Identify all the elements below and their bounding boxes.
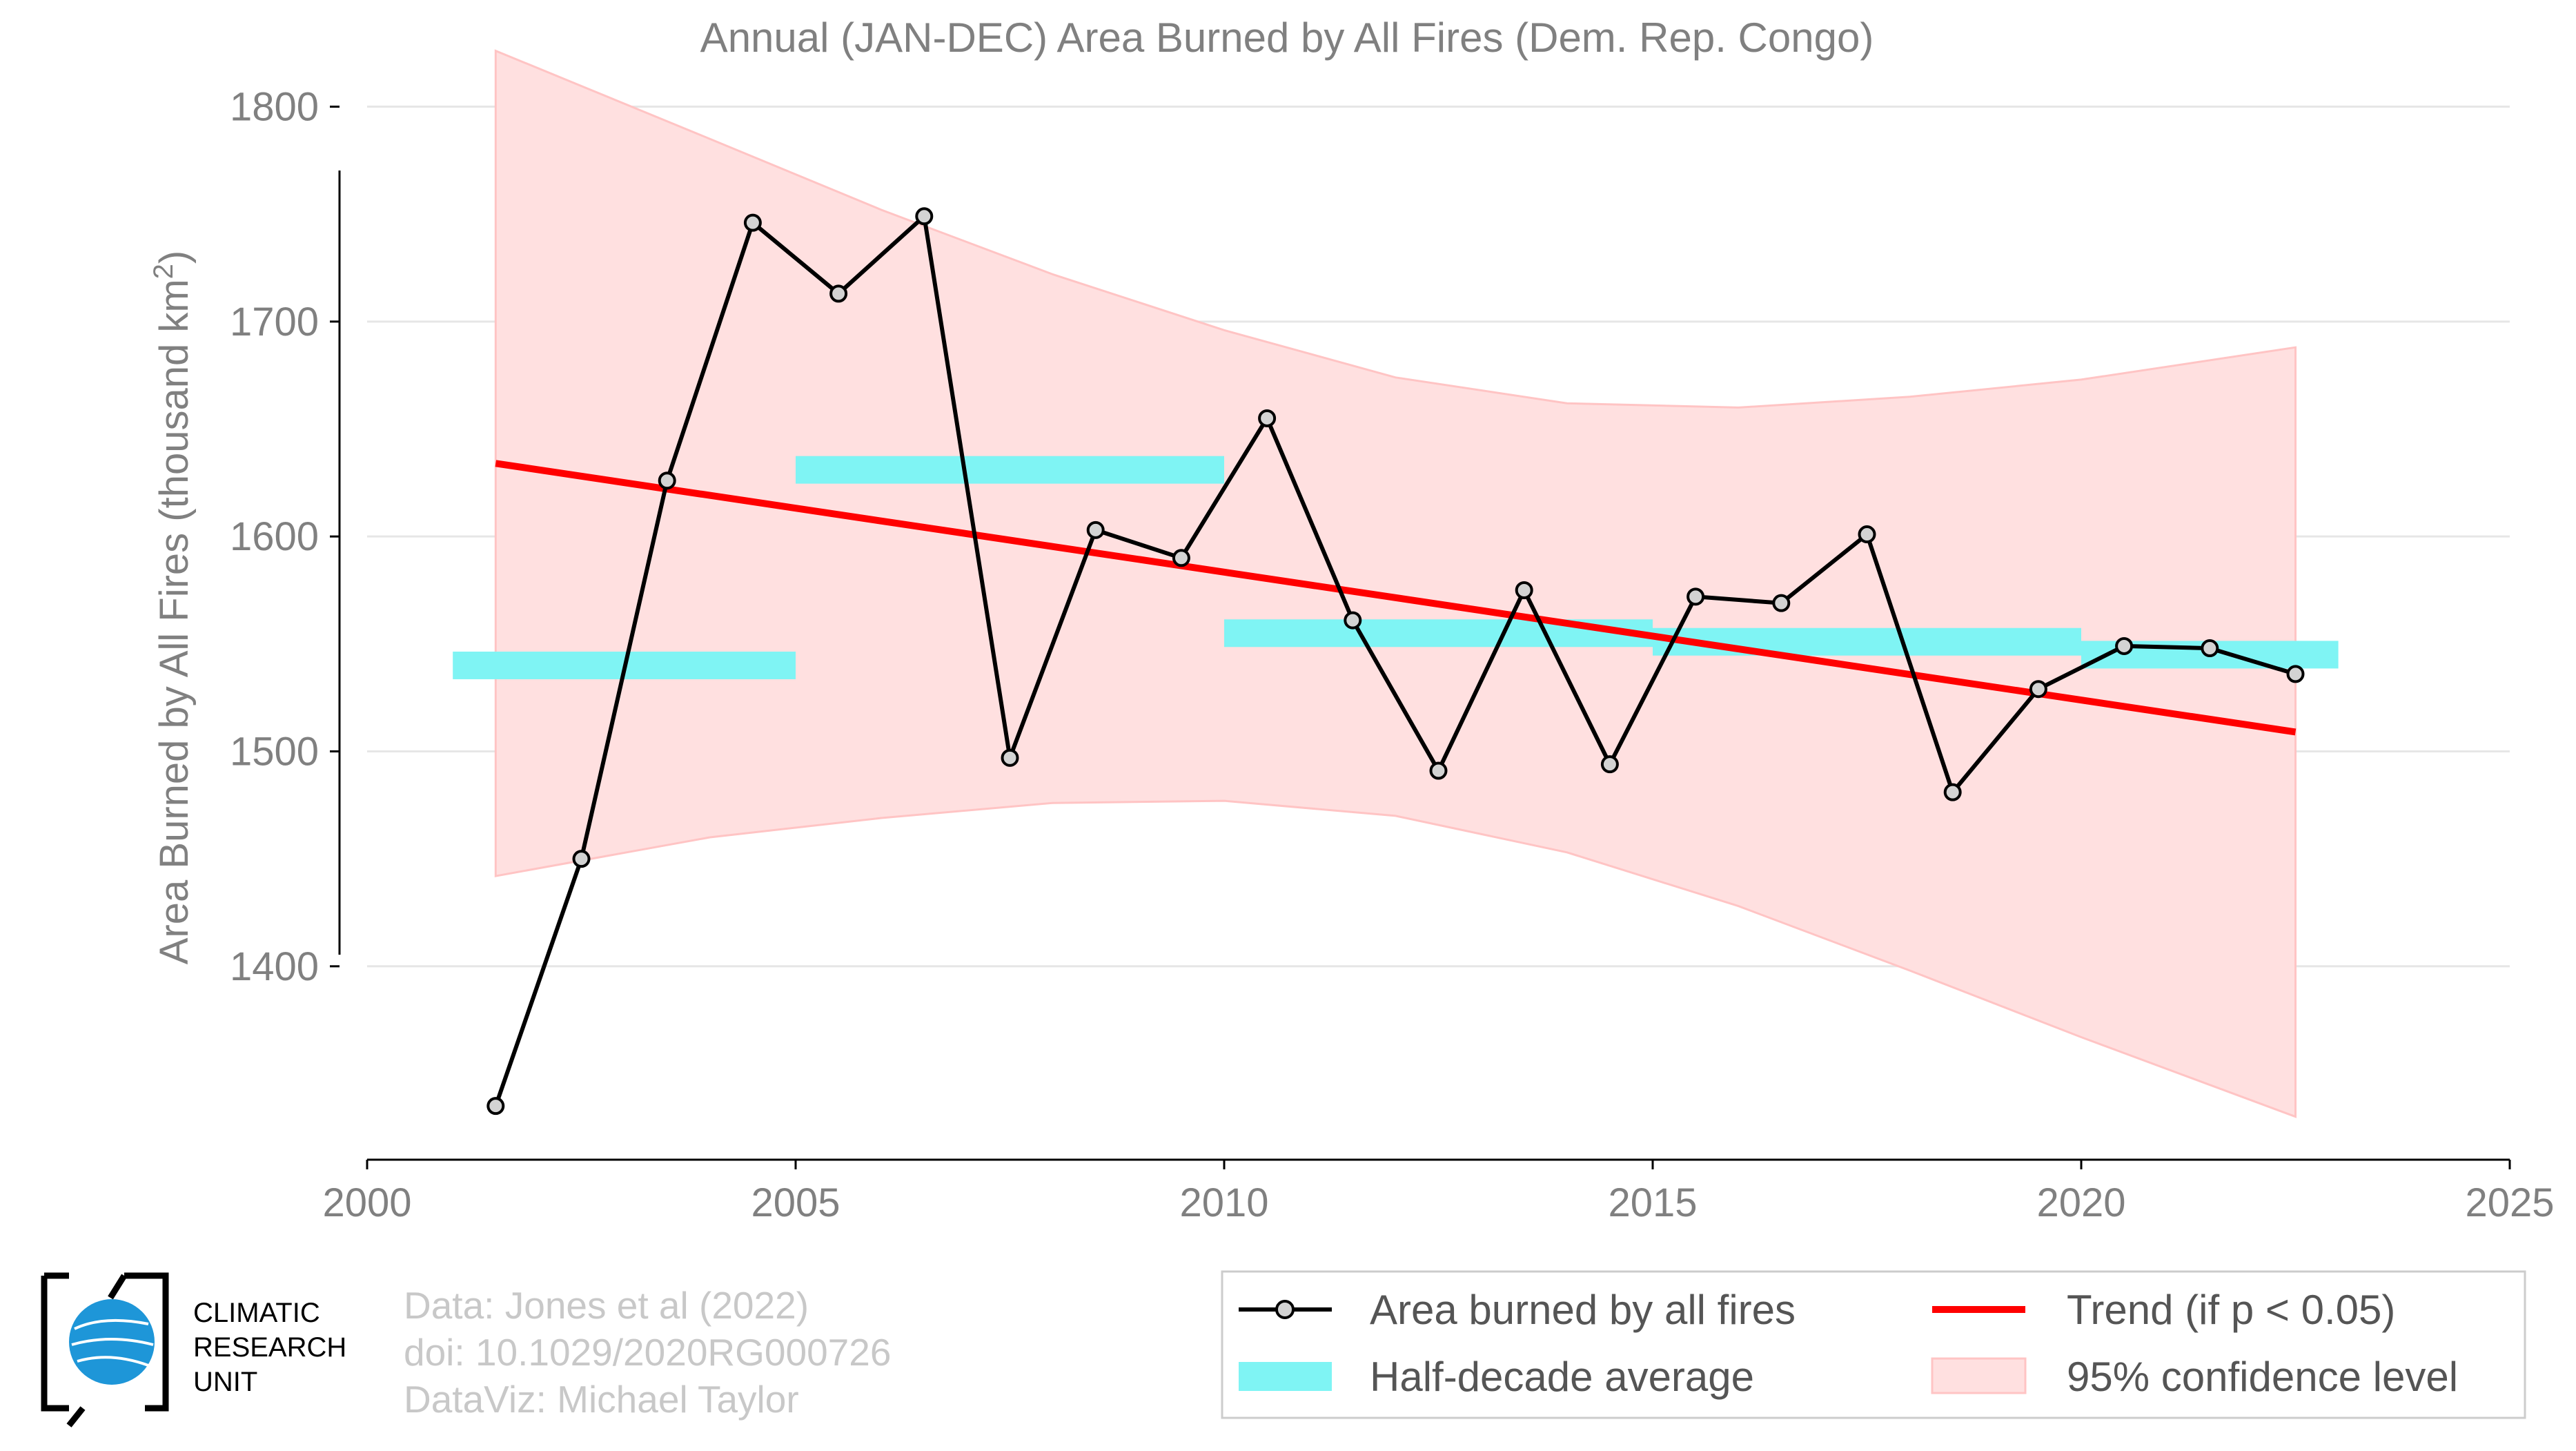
y-tick-label-1400: 1400: [230, 944, 319, 989]
data-point-8: [1086, 520, 1105, 539]
logo-frame: [41, 1272, 169, 1428]
data-point-12: [1429, 761, 1448, 780]
data-point-17: [1858, 525, 1876, 544]
data-point-2: [572, 850, 591, 868]
y-tick-label-1600: 1600: [230, 514, 319, 559]
x-tick-label-2025: 2025: [2465, 1180, 2554, 1225]
legend-halfdecade-swatch: [1239, 1362, 1332, 1391]
logo-line-3: UNIT: [193, 1367, 257, 1397]
y-tick-label-1500: 1500: [230, 729, 319, 774]
legend: Area burned by all fires Half-decade ave…: [1221, 1270, 2526, 1419]
legend-label-trend: Trend (if p < 0.05): [2067, 1287, 2395, 1333]
data-point-19: [2029, 680, 2047, 699]
data-point-4: [743, 213, 762, 232]
y-ticks: 1400 1500 1600 1700 1800: [230, 85, 340, 989]
logo-line-2: RESEARCH: [193, 1332, 346, 1363]
legend-frame: [1221, 1270, 2526, 1419]
data-markers: [486, 207, 2305, 1116]
y-tick-label-1700: 1700: [230, 300, 319, 344]
logo-line-1: CLIMATIC: [193, 1298, 320, 1328]
cru-logo: CLIMATIC RESEARCH UNIT: [41, 1272, 346, 1428]
legend-label-halfdecade: Half-decade average: [1370, 1354, 1754, 1400]
y-axis-label: Area Burned by All Fires (thousand km2): [148, 251, 197, 965]
credit-dataviz: DataViz: Michael Taylor: [404, 1378, 799, 1421]
data-point-15: [1687, 587, 1705, 606]
data-point-5: [829, 284, 848, 303]
data-point-16: [1772, 594, 1791, 612]
x-ticks: 2000 2005 2010 2015 2020 2025: [322, 1160, 2555, 1225]
x-tick-label-2005: 2005: [751, 1180, 840, 1225]
data-point-7: [1001, 748, 1019, 767]
data-point-20: [2115, 636, 2134, 655]
data-point-13: [1515, 581, 1533, 599]
x-tick-label-2010: 2010: [1179, 1180, 1268, 1225]
data-point-1: [486, 1097, 505, 1116]
data-point-3: [658, 471, 676, 490]
half-decade-bar-2: [796, 456, 1224, 484]
credit-data: Data: Jones et al (2022): [404, 1284, 809, 1327]
legend-label-band: 95% confidence level: [2067, 1354, 2458, 1400]
legend-marker-swatch: [1275, 1300, 1295, 1319]
chart-title: Annual (JAN-DEC) Area Burned by All Fire…: [700, 14, 1874, 61]
credit-doi: doi: 10.1029/2020RG000726: [404, 1331, 891, 1374]
confidence-band: [494, 49, 2297, 1118]
y-tick-label-1800: 1800: [230, 85, 319, 130]
data-point-21: [2201, 639, 2219, 658]
x-tick-label-2020: 2020: [2036, 1180, 2125, 1225]
legend-band-swatch: [1931, 1357, 2027, 1394]
data-line: [493, 212, 2297, 1107]
half-decade-bar-4: [1653, 627, 2081, 656]
data-point-14: [1600, 755, 1619, 774]
x-tick-label-2015: 2015: [1608, 1180, 1697, 1225]
data-point-18: [1943, 783, 1962, 801]
legend-label-area: Area burned by all fires: [1370, 1287, 1796, 1333]
data-point-22: [2286, 665, 2305, 683]
data-point-10: [1258, 409, 1277, 427]
data-point-11: [1344, 611, 1362, 630]
x-tick-label-2000: 2000: [322, 1180, 411, 1225]
data-point-6: [915, 207, 934, 226]
data-point-9: [1172, 549, 1190, 567]
trend-line: [495, 460, 2297, 736]
